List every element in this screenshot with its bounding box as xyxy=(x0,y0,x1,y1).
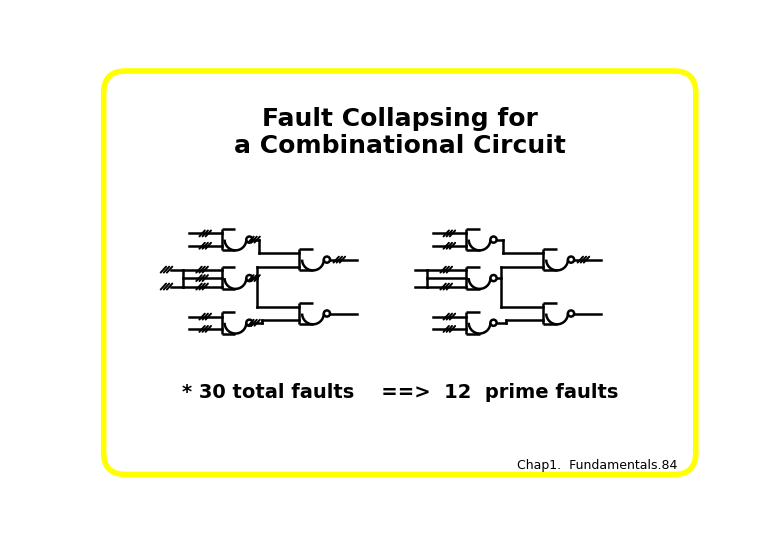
Circle shape xyxy=(491,275,497,281)
FancyBboxPatch shape xyxy=(104,71,696,475)
Circle shape xyxy=(491,320,497,326)
Text: Fault Collapsing for
a Combinational Circuit: Fault Collapsing for a Combinational Cir… xyxy=(234,107,566,158)
Circle shape xyxy=(324,310,330,316)
Circle shape xyxy=(324,256,330,262)
Circle shape xyxy=(491,237,497,242)
Circle shape xyxy=(568,310,574,316)
Text: * 30 total faults    ==>  12  prime faults: * 30 total faults ==> 12 prime faults xyxy=(182,382,618,402)
Circle shape xyxy=(246,237,253,242)
Circle shape xyxy=(246,320,253,326)
Text: Chap1.  Fundamentals.84: Chap1. Fundamentals.84 xyxy=(517,458,677,472)
Circle shape xyxy=(246,275,253,281)
Circle shape xyxy=(568,256,574,262)
